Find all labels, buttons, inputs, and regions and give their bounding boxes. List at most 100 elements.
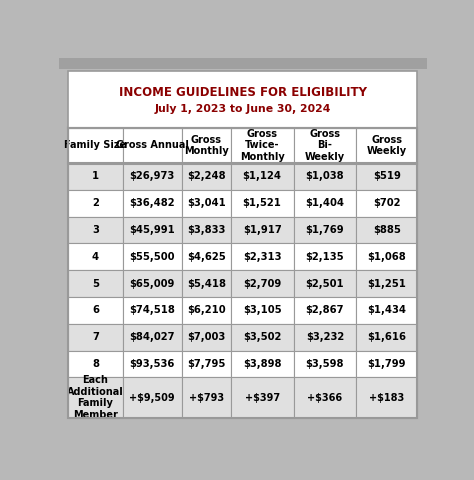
- Bar: [182, 243, 231, 270]
- Text: 3: 3: [92, 225, 99, 235]
- Text: $1,251: $1,251: [367, 278, 406, 288]
- Text: $3,598: $3,598: [306, 359, 344, 369]
- Bar: [231, 216, 293, 243]
- Bar: [356, 128, 418, 163]
- Bar: [293, 128, 356, 163]
- Bar: [231, 324, 293, 350]
- Bar: [231, 190, 293, 216]
- Text: 4: 4: [92, 252, 99, 262]
- Bar: [231, 163, 293, 190]
- Bar: [356, 297, 418, 324]
- Bar: [231, 270, 293, 297]
- Bar: [182, 270, 231, 297]
- Text: $65,009: $65,009: [129, 278, 175, 288]
- Bar: [122, 350, 182, 377]
- Bar: [182, 324, 231, 350]
- Bar: [122, 128, 182, 163]
- Bar: [68, 163, 122, 190]
- Text: $1,917: $1,917: [243, 225, 282, 235]
- Text: +$793: +$793: [189, 393, 224, 403]
- Bar: [68, 297, 122, 324]
- Text: $2,709: $2,709: [243, 278, 281, 288]
- Text: $6,210: $6,210: [187, 305, 226, 315]
- Bar: [356, 163, 418, 190]
- Text: Each
Additional
Family
Member: Each Additional Family Member: [67, 375, 124, 420]
- Text: $1,038: $1,038: [306, 171, 344, 181]
- Bar: [182, 377, 231, 418]
- Text: $1,616: $1,616: [367, 332, 406, 342]
- Text: $5,418: $5,418: [187, 278, 226, 288]
- Text: +$397: +$397: [245, 393, 280, 403]
- Text: $45,991: $45,991: [129, 225, 175, 235]
- Bar: [231, 350, 293, 377]
- Bar: [182, 216, 231, 243]
- Text: $702: $702: [373, 198, 401, 208]
- Bar: [68, 128, 418, 418]
- Text: 5: 5: [92, 278, 99, 288]
- Bar: [122, 216, 182, 243]
- Bar: [122, 270, 182, 297]
- Bar: [356, 350, 418, 377]
- Bar: [231, 377, 293, 418]
- Text: July 1, 2023 to June 30, 2024: July 1, 2023 to June 30, 2024: [155, 105, 331, 115]
- Bar: [231, 243, 293, 270]
- Bar: [356, 377, 418, 418]
- Bar: [231, 297, 293, 324]
- Bar: [68, 128, 122, 163]
- Text: 1: 1: [92, 171, 99, 181]
- Bar: [182, 128, 231, 163]
- Bar: [182, 163, 231, 190]
- Bar: [122, 377, 182, 418]
- Bar: [122, 297, 182, 324]
- Bar: [68, 377, 122, 418]
- Bar: [356, 270, 418, 297]
- Text: $3,898: $3,898: [243, 359, 282, 369]
- Text: $885: $885: [373, 225, 401, 235]
- Bar: [293, 163, 356, 190]
- Text: $2,135: $2,135: [306, 252, 344, 262]
- Text: 2: 2: [92, 198, 99, 208]
- Text: +$366: +$366: [307, 393, 343, 403]
- Text: $84,027: $84,027: [129, 332, 175, 342]
- Text: $3,232: $3,232: [306, 332, 344, 342]
- Bar: [356, 190, 418, 216]
- Text: Gross
Bi-
Weekly: Gross Bi- Weekly: [305, 129, 345, 162]
- Text: +$183: +$183: [369, 393, 404, 403]
- Bar: [356, 216, 418, 243]
- Text: $26,973: $26,973: [129, 171, 175, 181]
- Text: Gross
Weekly: Gross Weekly: [367, 134, 407, 156]
- Text: Gross
Monthly: Gross Monthly: [184, 134, 228, 156]
- Text: $1,521: $1,521: [243, 198, 282, 208]
- Bar: [68, 350, 122, 377]
- Text: $1,068: $1,068: [367, 252, 406, 262]
- Text: +$9,509: +$9,509: [129, 393, 175, 403]
- Text: INCOME GUIDELINES FOR ELIGIBILITY: INCOME GUIDELINES FOR ELIGIBILITY: [119, 86, 367, 99]
- Bar: [122, 190, 182, 216]
- Bar: [68, 216, 122, 243]
- Text: $3,502: $3,502: [243, 332, 281, 342]
- Text: $1,404: $1,404: [305, 198, 345, 208]
- Text: $1,124: $1,124: [243, 171, 282, 181]
- Bar: [293, 324, 356, 350]
- Bar: [68, 190, 122, 216]
- Bar: [68, 270, 122, 297]
- Text: $2,248: $2,248: [187, 171, 226, 181]
- Text: Gross
Twice-
Monthly: Gross Twice- Monthly: [240, 129, 284, 162]
- Bar: [68, 243, 122, 270]
- Bar: [122, 243, 182, 270]
- Text: $1,434: $1,434: [367, 305, 406, 315]
- Text: 8: 8: [92, 359, 99, 369]
- Text: $3,105: $3,105: [243, 305, 282, 315]
- Bar: [293, 216, 356, 243]
- Bar: [182, 350, 231, 377]
- Text: $2,501: $2,501: [306, 278, 344, 288]
- Text: $7,003: $7,003: [187, 332, 226, 342]
- Bar: [68, 324, 122, 350]
- Text: Family Size: Family Size: [64, 140, 127, 150]
- Text: $3,833: $3,833: [187, 225, 226, 235]
- Bar: [356, 324, 418, 350]
- Bar: [293, 243, 356, 270]
- Bar: [356, 243, 418, 270]
- Text: $1,769: $1,769: [306, 225, 344, 235]
- Text: $3,041: $3,041: [187, 198, 226, 208]
